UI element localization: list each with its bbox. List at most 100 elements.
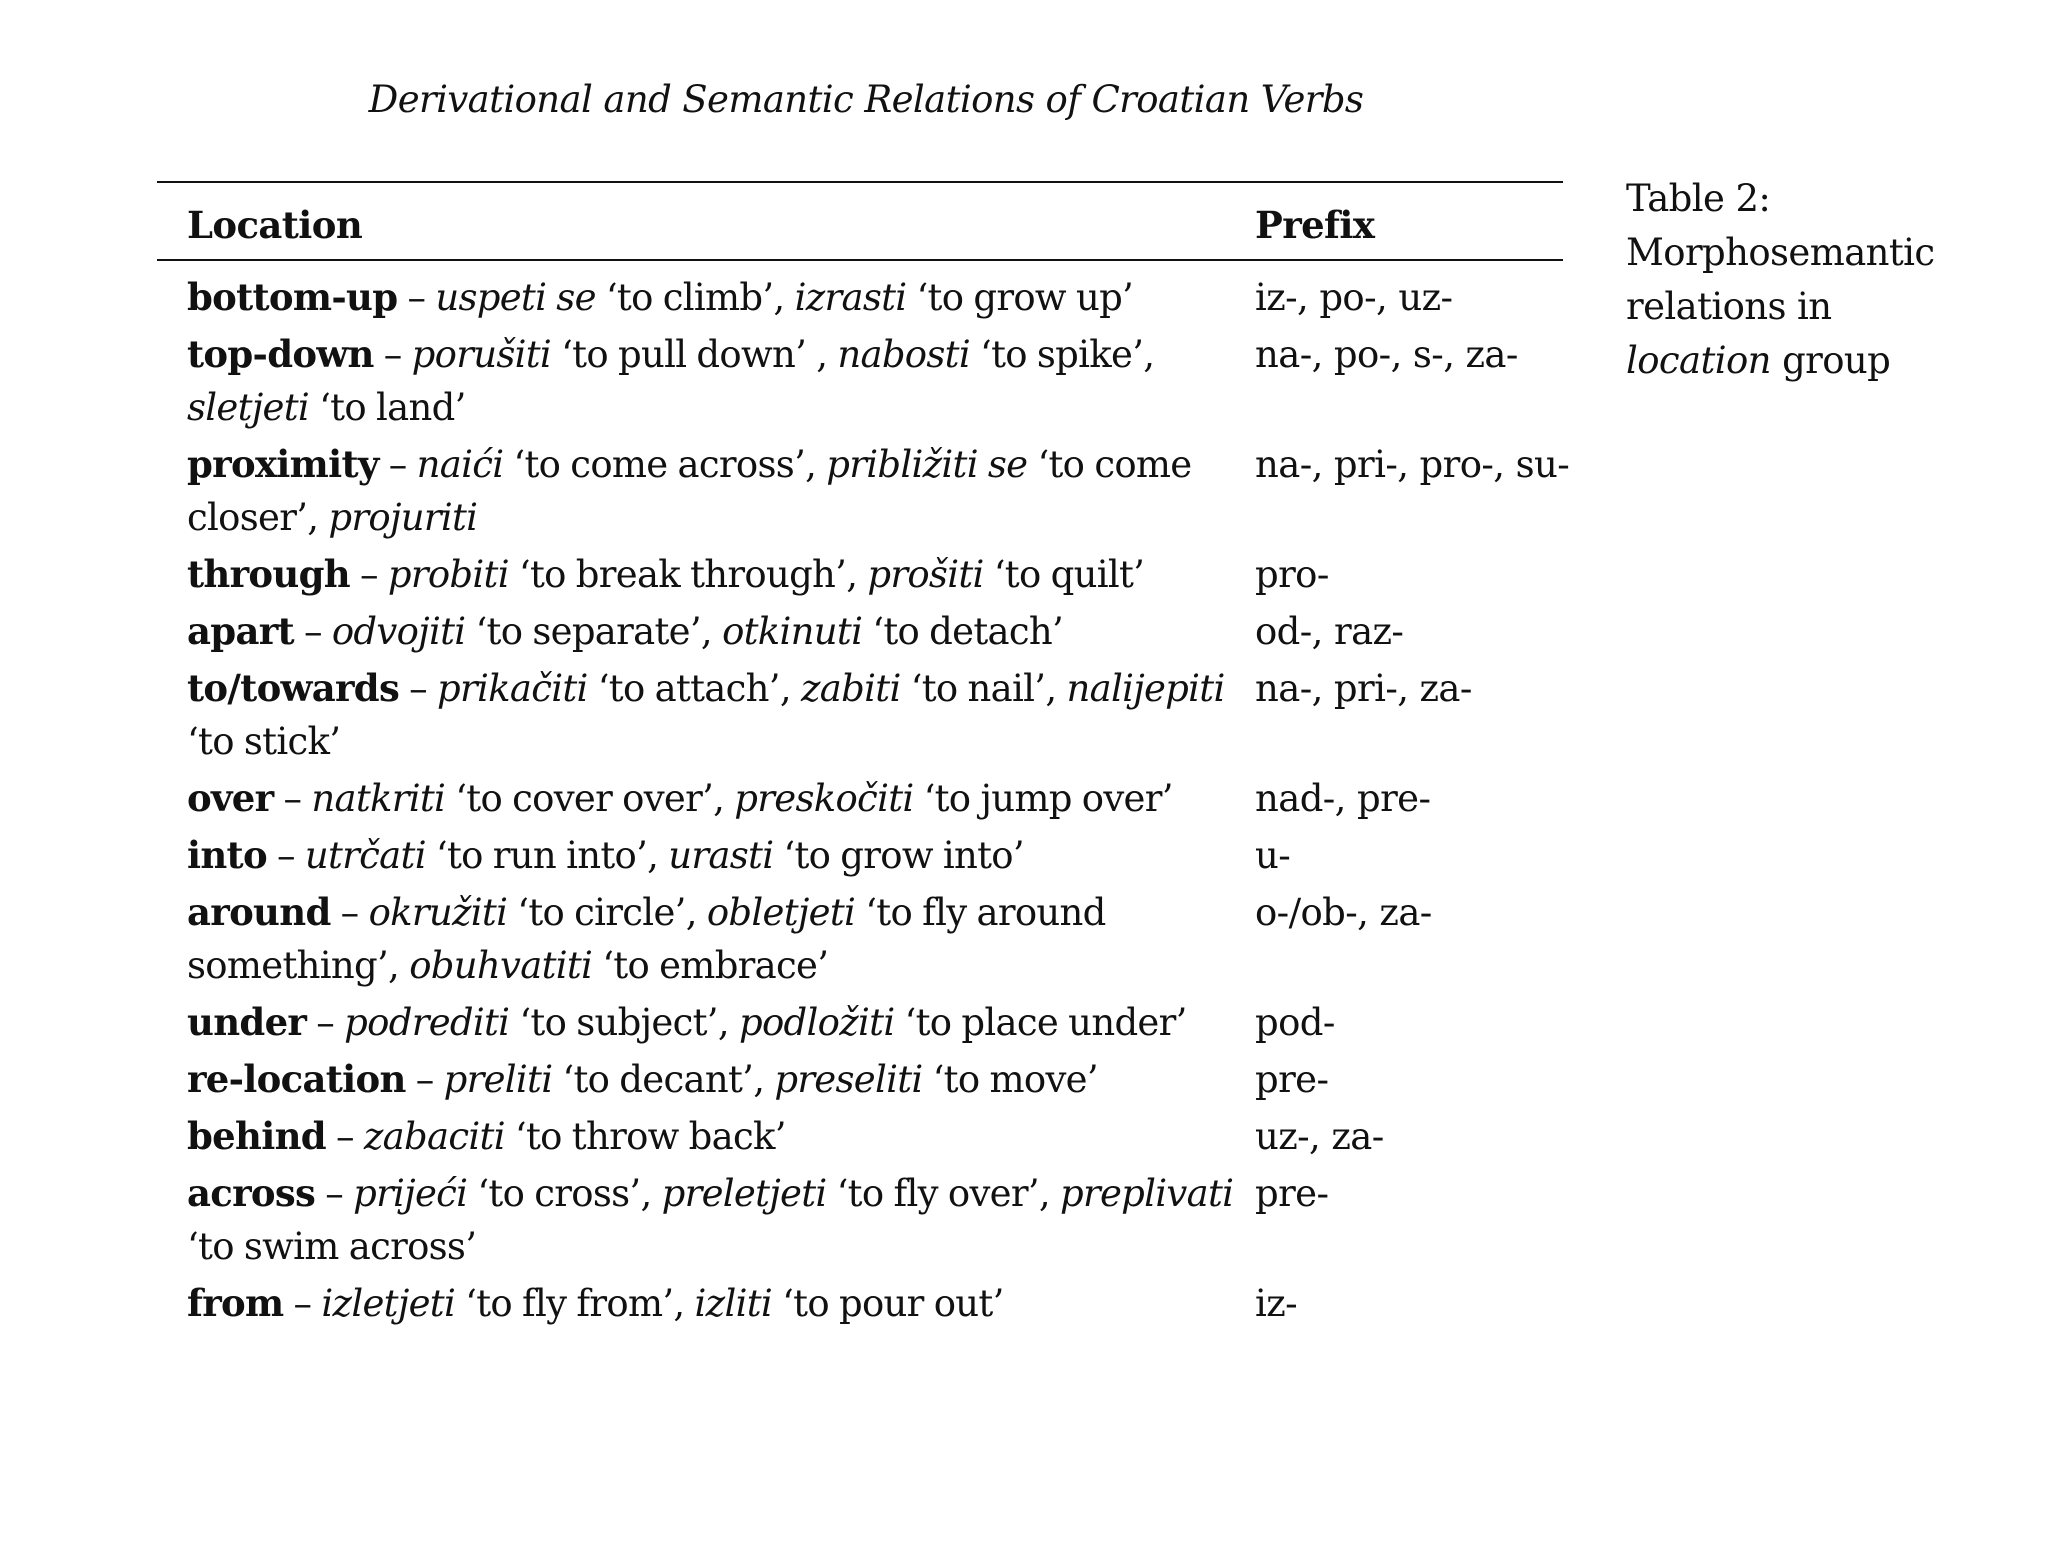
prefix-cell: nad-, pre- xyxy=(1255,777,1431,820)
caption-line-2: relations in xyxy=(1626,285,1832,328)
example-verb: projuriti xyxy=(328,496,478,539)
example-verb: preletjeti xyxy=(661,1172,828,1215)
example-verb: izrasti xyxy=(794,276,908,319)
verb-gloss: ‘to fly from’, xyxy=(455,1282,695,1325)
location-term: top-down xyxy=(187,332,374,376)
table-row: re-location – preliti ‘to decant’, prese… xyxy=(157,1053,1563,1110)
prefix-cell: na-, pri-, pro-, su- xyxy=(1255,443,1570,486)
dash-separator: – xyxy=(325,1115,364,1158)
verb-gloss: ‘to spike’, xyxy=(969,333,1155,376)
verb-gloss: ‘to swim across’ xyxy=(187,1225,477,1268)
verb-gloss: ‘to pull down’ , xyxy=(551,333,838,376)
verb-gloss: ‘to move’ xyxy=(922,1058,1099,1101)
table-row: from – izletjeti ‘to fly from’, izliti ‘… xyxy=(157,1277,1563,1334)
verb-gloss: ‘to nail’, xyxy=(900,667,1067,710)
table-row: bottom-up – uspeti se ‘to climb’, izrast… xyxy=(157,271,1563,328)
dash-separator: – xyxy=(399,667,438,710)
prefix-cell: o-/ob-, za- xyxy=(1255,891,1432,934)
caption-line-3: location group xyxy=(1626,334,2046,388)
location-description: apart – odvojiti ‘to separate’, otkinuti… xyxy=(187,605,1237,658)
verb-gloss: ‘to come across’, xyxy=(503,443,827,486)
location-description: around – okružiti ‘to circle’, obletjeti… xyxy=(187,886,1237,992)
location-term: proximity xyxy=(187,442,379,486)
table-row: to/towards – prikačiti ‘to attach’, zabi… xyxy=(157,662,1563,772)
table-top-rule xyxy=(157,181,1563,183)
location-description: proximity – naići ‘to come across’, prib… xyxy=(187,438,1237,544)
table-caption: Table 2: Morphosemantic relations in loc… xyxy=(1626,172,2046,388)
verb-gloss: ‘to grow up’ xyxy=(906,276,1134,319)
example-verb: zabaciti xyxy=(363,1115,506,1158)
dash-separator: – xyxy=(306,1001,345,1044)
prefix-cell: u- xyxy=(1255,834,1291,877)
location-description: bottom-up – uspeti se ‘to climb’, izrast… xyxy=(187,271,1237,324)
location-description: across – prijeći ‘to cross’, preletjeti … xyxy=(187,1167,1237,1273)
location-description: to/towards – prikačiti ‘to attach’, zabi… xyxy=(187,662,1237,768)
location-term: re-location xyxy=(187,1057,406,1101)
verb-gloss: ‘to grow into’ xyxy=(773,834,1024,877)
example-verb: okružiti xyxy=(368,891,508,934)
location-description: under – podrediti ‘to subject’, podložit… xyxy=(187,996,1237,1049)
location-description: through – probiti ‘to break through’, pr… xyxy=(187,548,1237,601)
dash-separator: – xyxy=(373,333,412,376)
example-verb: odvojiti xyxy=(331,610,466,653)
table-row: top-down – porušiti ‘to pull down’ , nab… xyxy=(157,328,1563,438)
caption-tail: group xyxy=(1770,339,1891,382)
example-verb: otkinuti xyxy=(722,610,863,653)
prefix-cell: pro- xyxy=(1255,553,1329,596)
prefix-cell: iz- xyxy=(1255,1282,1298,1325)
example-verb: natkriti xyxy=(311,777,446,820)
verb-gloss: ‘to decant’, xyxy=(552,1058,775,1101)
table-row: apart – odvojiti ‘to separate’, otkinuti… xyxy=(157,605,1563,662)
location-description: top-down – porušiti ‘to pull down’ , nab… xyxy=(187,328,1237,434)
table-row: around – okružiti ‘to circle’, obletjeti… xyxy=(157,886,1563,996)
example-verb: preseliti xyxy=(774,1058,923,1101)
dash-separator: – xyxy=(283,1282,322,1325)
table-header-row: Location Prefix xyxy=(157,183,1563,259)
dash-separator: – xyxy=(378,443,417,486)
example-verb: uspeti se xyxy=(435,276,596,319)
example-verb: nabosti xyxy=(837,333,970,376)
location-term: apart xyxy=(187,609,295,653)
location-term: under xyxy=(187,1000,307,1044)
location-term: bottom-up xyxy=(187,275,398,319)
verb-gloss: ‘to separate’, xyxy=(465,610,723,653)
dash-separator: – xyxy=(397,276,436,319)
prefix-cell: pre- xyxy=(1255,1172,1329,1215)
example-verb: prikačiti xyxy=(437,667,588,710)
location-term: across xyxy=(187,1171,316,1215)
prefix-cell: na-, pri-, za- xyxy=(1255,667,1472,710)
verb-gloss: ‘to embrace’ xyxy=(592,944,829,987)
table-row: across – prijeći ‘to cross’, preletjeti … xyxy=(157,1167,1563,1277)
verb-gloss: ‘to break through’, xyxy=(508,553,868,596)
location-term: over xyxy=(187,776,274,820)
prefix-cell: uz-, za- xyxy=(1255,1115,1384,1158)
example-verb: prošiti xyxy=(867,553,984,596)
location-term: around xyxy=(187,890,331,934)
example-verb: preskočiti xyxy=(734,777,914,820)
location-term: from xyxy=(187,1281,284,1325)
verb-gloss: ‘to attach’, xyxy=(587,667,801,710)
verb-gloss: ‘to cover over’, xyxy=(445,777,735,820)
caption-label: Table 2: xyxy=(1626,177,1771,220)
prefix-cell: od-, raz- xyxy=(1255,610,1404,653)
verb-gloss: ‘to circle’, xyxy=(507,891,707,934)
location-description: into – utrčati ‘to run into’, urasti ‘to… xyxy=(187,829,1237,882)
location-term: into xyxy=(187,833,268,877)
verb-gloss: ‘to place under’ xyxy=(894,1001,1188,1044)
example-verb: utrčati xyxy=(304,834,427,877)
table-row: behind – zabaciti ‘to throw back’ uz-, za… xyxy=(157,1110,1563,1167)
example-verb: obletjeti xyxy=(706,891,856,934)
prefix-cell: pre- xyxy=(1255,1058,1329,1101)
verb-gloss: ‘to fly around something’, xyxy=(187,891,1106,987)
location-term: to/towards xyxy=(187,666,400,710)
caption-emphasis: location xyxy=(1626,339,1772,382)
verb-gloss: ‘to stick’ xyxy=(187,720,341,763)
dash-separator: – xyxy=(273,777,312,820)
prefix-cell: pod- xyxy=(1255,1001,1335,1044)
example-verb: približiti se xyxy=(826,443,1028,486)
example-verb: preplivati xyxy=(1060,1172,1234,1215)
example-verb: sletjeti xyxy=(187,386,310,429)
table-header-rule xyxy=(157,259,1563,261)
location-term: behind xyxy=(187,1114,327,1158)
example-verb: izliti xyxy=(694,1282,773,1325)
